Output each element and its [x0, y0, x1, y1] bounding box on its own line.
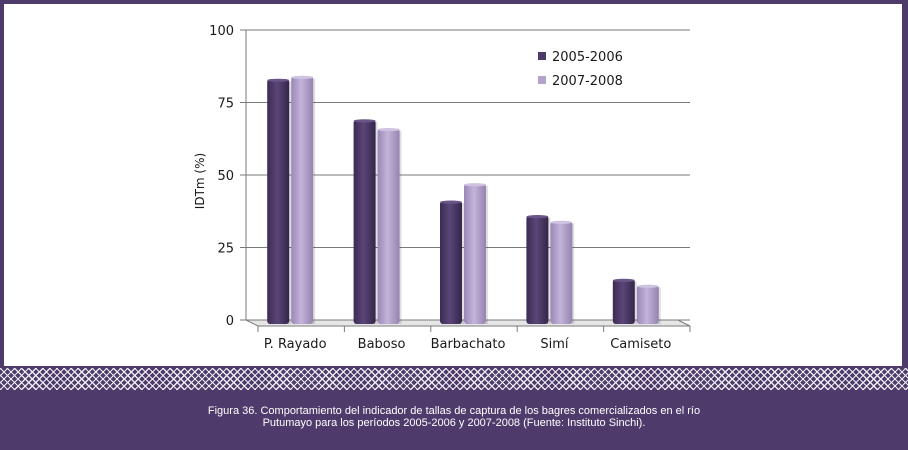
bar-2007-2008: [291, 76, 314, 325]
y-tick-label: 0: [226, 314, 234, 329]
bar-cap: [636, 284, 659, 288]
legend: 2005-2006 2007-2008: [538, 50, 623, 89]
bar-cap: [377, 128, 400, 132]
bar-cap: [526, 215, 549, 219]
bar-2007-2008: [377, 128, 400, 324]
figure-panel: 0 25 50 75 100 P. Rayado Baboso Barbachato Simí C…: [4, 4, 902, 366]
legend-label: 2005-2006: [552, 50, 623, 65]
y-axis-label: IDTm (%): [193, 153, 207, 209]
x-tick-label: P. Rayado: [264, 337, 327, 352]
legend-swatch: [538, 76, 546, 84]
bar-cap: [291, 75, 314, 79]
bar-2007-2008: [636, 285, 659, 324]
caption-line-2: Putumayo para los períodos 2005-2006 y 2…: [262, 417, 646, 429]
y-tick-label: 75: [217, 97, 234, 112]
bar-cap: [464, 183, 486, 187]
bar-2005-2006: [526, 215, 549, 324]
bar-2005-2006: [353, 119, 376, 325]
bar-cap: [550, 220, 573, 224]
legend-label: 2007-2008: [552, 74, 623, 89]
y-tick-label: 25: [217, 242, 234, 257]
y-tick-label: 100: [209, 24, 234, 39]
bar-2005-2006: [612, 279, 635, 324]
bar-2005-2006: [440, 201, 462, 324]
bar-2005-2006: [267, 79, 290, 324]
bar-cap: [353, 119, 376, 123]
bar-cap: [267, 78, 290, 82]
x-tick-label: Baboso: [358, 337, 406, 352]
decorative-band: [0, 368, 908, 390]
x-tick-label: Barbachato: [431, 337, 506, 352]
bar-2007-2008: [550, 221, 573, 324]
bar-cap: [440, 200, 462, 204]
bar-2007-2008: [464, 183, 486, 324]
x-tick-label: Camiseto: [610, 337, 671, 352]
x-tick-label: Simí: [540, 337, 569, 352]
figure-caption: Figura 36. Comportamiento del indicador …: [0, 405, 908, 429]
bars: [267, 75, 661, 325]
tick-labels: 0 25 50 75 100 P. Rayado Baboso Barbachato Simí C…: [209, 24, 671, 352]
caption-line-1: Figura 36. Comportamiento del indicador …: [207, 405, 701, 417]
legend-swatch: [538, 52, 546, 60]
bar-cap: [612, 278, 635, 282]
bar-chart: 0 25 50 75 100 P. Rayado Baboso Barbachato Simí C…: [193, 24, 691, 352]
y-tick-label: 50: [217, 169, 234, 184]
